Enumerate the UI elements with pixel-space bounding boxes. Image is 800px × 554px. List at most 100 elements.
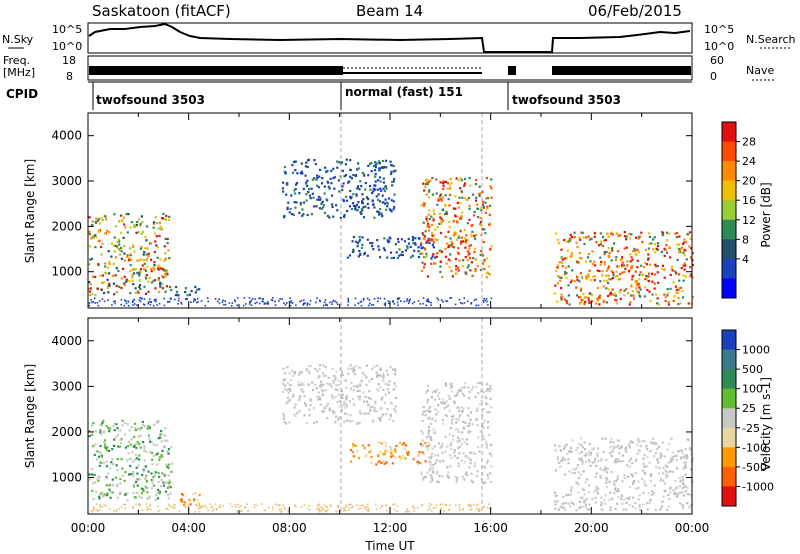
colorbar-tick-label: 500 (742, 363, 763, 376)
velocity-echo-layer (88, 363, 694, 513)
cpid-label: CPID (6, 87, 38, 101)
colorbar-tick-label: 24 (742, 155, 756, 168)
power-x-ticks (87, 113, 693, 308)
power-colorbar: 28 24 20 16 12 8 4 (721, 121, 756, 299)
nsky-strip: N.Sky 10^5 10^0 10^5 10^0 N.Search (2, 22, 796, 54)
freq-tick-top: 18 (62, 54, 76, 67)
x-tick-label: 12:00 (373, 521, 408, 535)
y-tick-label: 1000 (51, 471, 82, 485)
colorbar-swatch (722, 330, 736, 351)
colorbar-tick-label: -1000 (742, 480, 774, 493)
colorbar-swatch (722, 466, 736, 487)
colorbar-swatch (722, 239, 736, 260)
colorbar-swatch (722, 122, 736, 143)
velocity-echo-region (349, 441, 430, 466)
power-echo-region (553, 231, 694, 306)
freq-band-2 (508, 66, 516, 75)
colorbar-tick-label: -100 (742, 441, 767, 454)
freq-strip: Freq. [MHz] 18 8 60 0 Nave (3, 54, 776, 83)
colorbar-tick-label: 100 (742, 383, 763, 396)
power-colorbar-label: Power [dB] (759, 182, 773, 247)
colorbar-swatch (722, 486, 736, 507)
freq-band-3 (552, 66, 691, 75)
power-echo-region (88, 212, 171, 297)
colorbar-swatch (722, 141, 736, 162)
colorbar-tick-label: 8 (742, 233, 749, 246)
y-tick-label: 4000 (51, 334, 82, 348)
freq-label-2: [MHz] (3, 66, 35, 79)
cpid-segment-2: normal (fast) 151 (345, 85, 463, 99)
nsearch-tick-bottom: 10^0 (704, 40, 734, 53)
cpid-segment-3: twofsound 3503 (512, 93, 621, 107)
y-tick-label: 1000 (51, 265, 82, 279)
colorbar-swatch (722, 369, 736, 390)
freq-label-1: Freq. (3, 54, 30, 67)
x-tick-label: 04:00 (171, 521, 206, 535)
cpid-strip: CPID twofsound 3503 normal (fast) 151 tw… (6, 81, 692, 110)
x-tick-label: 16:00 (473, 521, 508, 535)
y-tick-label: 2000 (51, 219, 82, 233)
nsearch-tick-top: 10^5 (704, 23, 734, 36)
velocity-echo-region (553, 437, 694, 512)
site-title: Saskatoon (fitACF) (92, 2, 231, 20)
velocity-colorbar: 1000 500 100 25 -25 -100 -500 -1000 (721, 329, 774, 507)
colorbar-tick-label: 16 (742, 194, 756, 207)
velocity-y-ticks: 1000 2000 3000 4000 (51, 334, 692, 485)
velocity-echo-region (420, 381, 493, 485)
date-title: 06/Feb/2015 (588, 2, 682, 20)
velocity-x-ticks: 00:00 04:00 08:00 12:00 16:00 20:00 00:00 (71, 318, 709, 535)
colorbar-swatch (722, 219, 736, 240)
y-tick-label: 3000 (51, 174, 82, 188)
cpid-segment-1: twofsound 3503 (96, 93, 205, 107)
y-tick-label: 4000 (51, 129, 82, 143)
colorbar-swatch (722, 388, 736, 409)
y-tick-label: 3000 (51, 379, 82, 393)
colorbar-swatch (722, 278, 736, 299)
colorbar-swatch (722, 180, 736, 201)
velocity-panel: 1000 2000 3000 4000 00:00 04:00 08:00 12:00 16:… (23, 317, 709, 553)
power-echo-region (420, 176, 493, 279)
colorbar-swatch (722, 161, 736, 182)
velocity-echo-region (88, 419, 174, 502)
colorbar-tick-label: 28 (742, 136, 756, 149)
velocity-echo-region (281, 363, 397, 425)
colorbar-swatch (722, 408, 736, 429)
velocity-ground-scatter (90, 503, 491, 513)
freq-tick-bottom: 8 (66, 70, 73, 83)
colorbar-tick-label: 20 (742, 175, 756, 188)
y-tick-label: 2000 (51, 425, 82, 439)
colorbar-tick-label: -25 (742, 422, 760, 435)
power-panel: 1000 2000 3000 4000 Slant Range [km] (23, 112, 694, 309)
x-tick-label: 08:00 (272, 521, 307, 535)
colorbar-tick-label: 12 (742, 214, 756, 227)
colorbar-tick-label: 25 (742, 402, 756, 415)
x-tick-label: 00:00 (71, 521, 106, 535)
freq-band-1 (89, 66, 343, 75)
nsky-trace (88, 22, 691, 53)
nave-tick-top: 60 (710, 54, 724, 67)
power-echo-layer (88, 158, 694, 307)
nave-tick-bottom: 0 (710, 70, 717, 83)
nsearch-label: N.Search (746, 33, 796, 46)
colorbar-tick-label: -500 (742, 461, 767, 474)
nave-label: Nave (746, 64, 774, 77)
x-axis-label: Time UT (364, 539, 415, 553)
velocity-y-label: Slant Range [km] (23, 364, 37, 468)
colorbar-swatch (722, 349, 736, 370)
velocity-colorbar-label: Velocity [m s-1] (759, 377, 773, 471)
x-tick-label: 20:00 (574, 521, 609, 535)
nsky-tick-bottom: 10^0 (52, 40, 82, 53)
nsky-label: N.Sky (2, 33, 34, 46)
power-ground-scatter (88, 297, 493, 307)
colorbar-swatch (722, 258, 736, 279)
colorbar-tick-label: 4 (742, 253, 749, 266)
colorbar-swatch (722, 427, 736, 448)
colorbar-tick-label: 1000 (742, 344, 770, 357)
power-y-ticks: 1000 2000 3000 4000 (51, 129, 692, 279)
beam-title: Beam 14 (356, 2, 423, 20)
colorbar-swatch (722, 447, 736, 468)
nsky-tick-top: 10^5 (52, 23, 82, 36)
power-echo-region (281, 158, 397, 219)
power-y-label: Slant Range [km] (23, 159, 37, 263)
